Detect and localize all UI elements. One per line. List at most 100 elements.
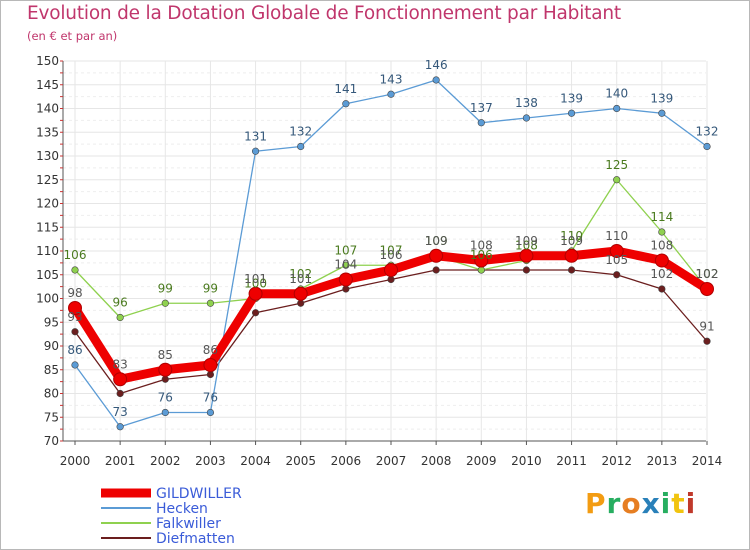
data-label-falkwiller: 107 bbox=[380, 243, 403, 257]
data-label-hecken: 73 bbox=[113, 405, 128, 419]
data-label-hecken: 76 bbox=[158, 391, 173, 405]
data-label-gildwiller: 98 bbox=[67, 286, 82, 300]
y-tick-label: 125 bbox=[36, 173, 59, 187]
x-tick-label: 2012 bbox=[601, 454, 632, 468]
y-tick-label: 150 bbox=[36, 54, 59, 68]
data-label-gildwiller: 86 bbox=[203, 343, 218, 357]
x-tick-label: 2000 bbox=[60, 454, 91, 468]
data-label-gildwiller: 109 bbox=[515, 234, 538, 248]
data-label-hecken: 138 bbox=[515, 96, 538, 110]
y-tick-label: 130 bbox=[36, 149, 59, 163]
data-point-diefmatten bbox=[567, 266, 576, 274]
y-tick-label: 75 bbox=[44, 410, 59, 424]
data-point-gildwiller bbox=[384, 263, 398, 277]
data-label-gildwiller: 109 bbox=[560, 234, 583, 248]
data-label-hecken: 86 bbox=[67, 343, 82, 357]
data-point-falkwiller bbox=[658, 228, 666, 236]
y-tick-label: 115 bbox=[36, 220, 59, 234]
data-point-gildwiller bbox=[248, 286, 263, 301]
data-label-falkwiller: 110 bbox=[560, 229, 583, 243]
data-point-diefmatten bbox=[432, 266, 440, 274]
data-point-gildwiller bbox=[203, 358, 218, 372]
data-point-hecken bbox=[658, 109, 666, 117]
data-point-diefmatten bbox=[297, 299, 305, 307]
y-tick-label: 105 bbox=[36, 268, 59, 282]
data-point-diefmatten bbox=[613, 271, 621, 279]
data-label-gildwiller: 102 bbox=[696, 267, 719, 281]
data-point-hecken bbox=[71, 361, 79, 369]
data-point-diefmatten bbox=[703, 337, 711, 345]
logo-letter: o bbox=[621, 487, 642, 520]
x-tick-label: 2014 bbox=[692, 454, 723, 468]
data-label-falkwiller: 99 bbox=[203, 281, 218, 295]
data-point-hecken bbox=[432, 76, 440, 84]
data-label-falkwiller: 109 bbox=[425, 234, 448, 248]
data-label-hecken: 143 bbox=[380, 72, 403, 86]
x-tick-label: 2001 bbox=[105, 454, 136, 468]
data-point-hecken bbox=[613, 104, 621, 113]
data-label-hecken: 146 bbox=[425, 58, 448, 72]
data-point-hecken bbox=[251, 147, 260, 155]
legend-label-diefmatten: Diefmatten bbox=[156, 531, 235, 547]
data-label-hecken: 76 bbox=[203, 391, 218, 405]
data-point-gildwiller bbox=[158, 362, 173, 377]
data-label-hecken: 141 bbox=[334, 82, 357, 96]
y-tick-label: 90 bbox=[44, 339, 59, 353]
data-point-diefmatten bbox=[522, 266, 531, 274]
series-gildwiller bbox=[68, 244, 714, 387]
data-label-gildwiller: 101 bbox=[244, 272, 267, 286]
x-tick-label: 2006 bbox=[331, 454, 362, 468]
data-label-falkwiller: 106 bbox=[64, 248, 87, 262]
data-point-gildwiller bbox=[293, 286, 308, 301]
logo-letter: P bbox=[585, 487, 607, 520]
y-tick-label: 100 bbox=[36, 292, 59, 306]
y-tick-label: 140 bbox=[36, 102, 59, 116]
data-point-gildwiller bbox=[68, 301, 82, 315]
data-label-gildwiller: 104 bbox=[334, 258, 357, 272]
data-label-falkwiller: 106 bbox=[470, 248, 493, 262]
data-point-gildwiller bbox=[429, 248, 444, 263]
proxiti-logo: Proxiti bbox=[585, 487, 696, 520]
x-tick-label: 2002 bbox=[150, 454, 181, 468]
data-label-hecken: 137 bbox=[470, 101, 493, 115]
x-tick-label: 2004 bbox=[240, 454, 271, 468]
data-point-hecken bbox=[522, 114, 531, 122]
data-label-hecken: 131 bbox=[244, 129, 267, 143]
y-tick-label: 80 bbox=[44, 387, 59, 401]
x-tick-label: 2011 bbox=[556, 454, 587, 468]
data-point-diefmatten bbox=[116, 389, 124, 398]
x-tick-label: 2008 bbox=[421, 454, 452, 468]
data-point-hecken bbox=[477, 119, 485, 127]
y-tick-label: 120 bbox=[36, 197, 59, 211]
data-point-gildwiller bbox=[338, 272, 353, 287]
x-tick-label: 2007 bbox=[376, 454, 407, 468]
data-point-gildwiller bbox=[113, 372, 128, 387]
data-point-falkwiller bbox=[342, 261, 350, 269]
data-point-gildwiller bbox=[564, 248, 579, 263]
data-label-diefmatten: 102 bbox=[650, 267, 673, 281]
data-point-falkwiller bbox=[71, 266, 79, 274]
data-label-gildwiller: 109 bbox=[425, 234, 448, 248]
y-tick-label: 110 bbox=[36, 244, 59, 258]
x-tick-label: 2009 bbox=[466, 454, 497, 468]
data-label-diefmatten: 91 bbox=[699, 319, 714, 333]
x-tick-label: 2003 bbox=[195, 454, 226, 468]
data-point-diefmatten bbox=[161, 375, 169, 383]
data-point-diefmatten bbox=[342, 285, 350, 293]
data-point-gildwiller bbox=[519, 248, 534, 263]
data-label-falkwiller: 107 bbox=[334, 243, 357, 257]
data-point-gildwiller bbox=[654, 253, 669, 268]
data-point-hecken bbox=[567, 109, 576, 117]
logo-letter: t bbox=[671, 487, 686, 520]
data-point-falkwiller bbox=[161, 299, 169, 307]
data-label-falkwiller: 108 bbox=[515, 239, 538, 253]
data-label-falkwiller: 96 bbox=[113, 296, 128, 310]
data-point-hecken bbox=[387, 90, 395, 98]
y-tick-label: 135 bbox=[36, 125, 59, 139]
data-label-diefmatten: 105 bbox=[605, 253, 628, 267]
data-point-gildwiller bbox=[700, 282, 714, 296]
data-point-gildwiller bbox=[609, 244, 624, 258]
